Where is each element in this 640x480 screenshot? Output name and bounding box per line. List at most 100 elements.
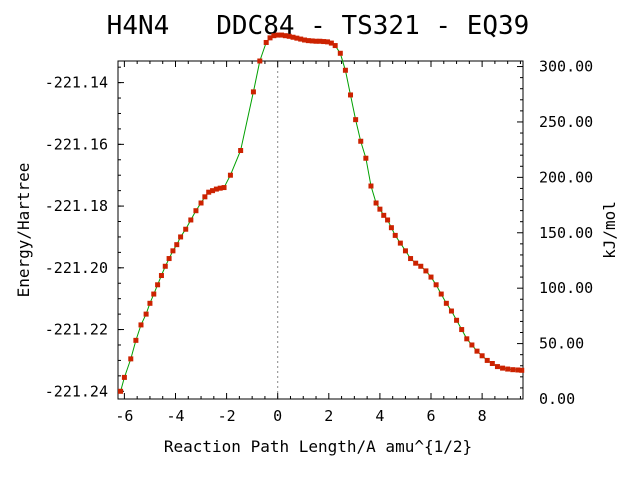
data-point (337, 50, 343, 56)
data-point (484, 357, 490, 363)
y-tick-label: -221.20 (45, 259, 108, 277)
data-point (397, 240, 403, 246)
data-point (505, 366, 511, 372)
data-point (413, 260, 419, 266)
data-point (418, 263, 424, 269)
data-point (353, 117, 359, 123)
data-point (118, 388, 124, 394)
data-point (443, 300, 449, 306)
x-tick-label: -2 (218, 407, 236, 425)
data-point (271, 33, 277, 39)
y2-tick-label: 250.00 (539, 113, 593, 131)
y2-tick-label: 300.00 (539, 58, 593, 76)
y2-tick-label: 0.00 (539, 390, 575, 408)
y-axis-label: Energy/Hartree (14, 163, 33, 298)
data-point (183, 226, 189, 232)
y2-tick-label: 50.00 (539, 335, 584, 353)
x-tick-label: -6 (115, 407, 133, 425)
data-point (221, 185, 227, 191)
data-point (178, 234, 184, 240)
data-point (368, 183, 374, 189)
x-tick-label: 0 (273, 407, 282, 425)
y2-axis-label: kJ/mol (600, 201, 619, 259)
axis-ticks (118, 61, 523, 400)
data-point (474, 348, 480, 354)
data-point (263, 39, 269, 45)
data-point (282, 33, 288, 39)
data-point (166, 256, 172, 262)
data-point (267, 35, 273, 41)
data-point (489, 361, 495, 367)
data-point (250, 89, 256, 95)
data-point (423, 268, 429, 274)
data-point (155, 282, 161, 288)
data-point (121, 374, 127, 380)
data-point (392, 232, 398, 238)
data-point (193, 208, 199, 214)
data-point (206, 189, 212, 195)
data-point (279, 32, 285, 38)
data-point (385, 217, 391, 223)
y2-tick-label: 100.00 (539, 279, 593, 297)
y-tick-label: -221.14 (45, 74, 108, 92)
y-tick-label: -221.22 (45, 321, 108, 339)
data-point (128, 356, 134, 362)
data-point (519, 367, 525, 373)
data-point (388, 225, 394, 231)
data-point (454, 317, 460, 323)
data-point (170, 248, 176, 254)
y2-tick-label: 200.00 (539, 168, 593, 186)
y2-tick-label: 150.00 (539, 224, 593, 242)
data-point (438, 291, 444, 297)
tick-labels: -6 -4 -2 0 2 4 6 8 -221.14 -221.16 -221.18 -221.20 -… (45, 58, 593, 425)
data-point (162, 263, 168, 269)
data-point (328, 40, 334, 46)
data-point (500, 365, 506, 371)
data-point (469, 342, 475, 348)
data-point (377, 206, 383, 212)
data-point (402, 248, 408, 254)
y-tick-label: -221.24 (45, 382, 108, 400)
data-point (494, 364, 500, 370)
data-point (213, 186, 219, 192)
y-tick-label: -221.18 (45, 197, 108, 215)
y-tick-label: -221.16 (45, 135, 108, 153)
x-axis-label: Reaction Path Length/A amu^{1/2} (164, 437, 472, 456)
data-points (118, 32, 525, 394)
data-point (302, 37, 308, 43)
plot-frame (117, 60, 524, 400)
data-point (317, 38, 323, 44)
x-tick-label: -4 (166, 407, 184, 425)
data-point (309, 38, 315, 44)
x-tick-label: 8 (478, 407, 487, 425)
data-point (332, 43, 338, 49)
data-point (408, 256, 414, 262)
data-point (275, 32, 281, 38)
data-point (174, 242, 180, 248)
data-point (325, 39, 331, 45)
data-point (198, 200, 204, 206)
data-point (373, 200, 379, 206)
data-point (433, 282, 439, 288)
data-point (210, 188, 216, 194)
data-point (363, 155, 369, 161)
data-point (348, 92, 354, 98)
data-point (133, 337, 139, 343)
data-point (321, 39, 327, 45)
chart-title: H4N4 DDC84 - TS321 - EQ39 (107, 11, 530, 41)
data-point (294, 35, 300, 41)
data-point (313, 38, 319, 44)
data-point (286, 33, 292, 39)
data-point (188, 217, 194, 223)
data-point (510, 367, 516, 373)
x-tick-label: 6 (426, 407, 435, 425)
data-point (479, 353, 485, 359)
data-point (217, 185, 223, 191)
x-tick-label: 4 (375, 407, 384, 425)
data-point (464, 336, 470, 342)
data-point (290, 34, 296, 40)
data-point (257, 58, 263, 64)
data-point (428, 274, 434, 280)
data-point (459, 327, 465, 333)
